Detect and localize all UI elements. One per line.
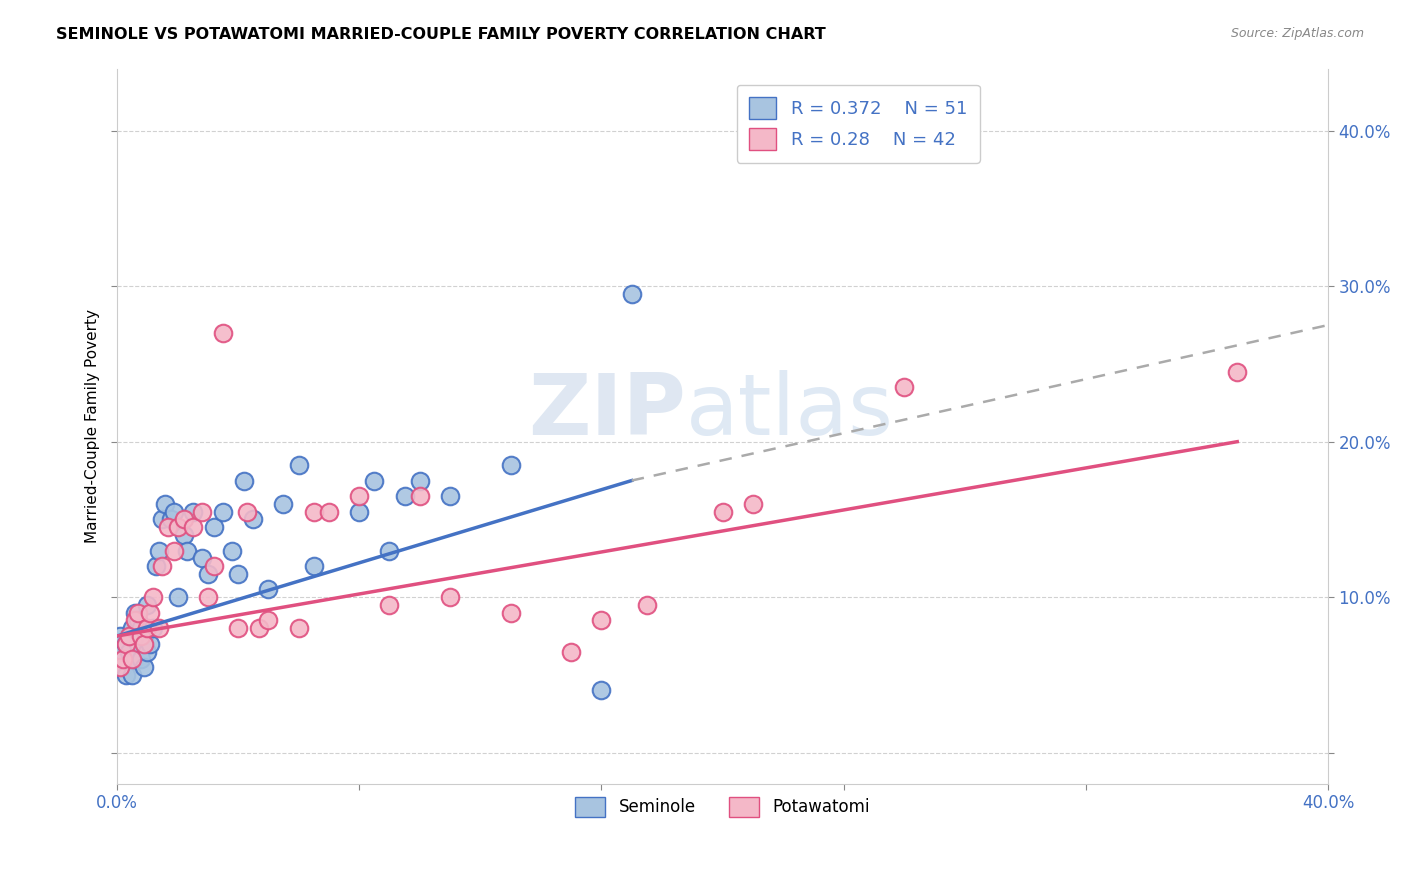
Point <box>197 590 219 604</box>
Point <box>257 614 280 628</box>
Point <box>202 559 225 574</box>
Point <box>134 660 156 674</box>
Point <box>134 637 156 651</box>
Point <box>257 582 280 597</box>
Point <box>111 660 134 674</box>
Point <box>409 474 432 488</box>
Point <box>378 543 401 558</box>
Legend: Seminole, Potawatomi: Seminole, Potawatomi <box>567 789 879 825</box>
Point <box>560 644 582 658</box>
Point <box>121 652 143 666</box>
Point <box>226 566 249 581</box>
Point <box>139 606 162 620</box>
Point <box>136 598 159 612</box>
Point <box>499 606 522 620</box>
Point <box>620 287 643 301</box>
Point <box>190 505 212 519</box>
Point <box>134 629 156 643</box>
Point <box>287 621 309 635</box>
Point <box>124 652 146 666</box>
Point <box>221 543 243 558</box>
Text: Source: ZipAtlas.com: Source: ZipAtlas.com <box>1230 27 1364 40</box>
Point <box>190 551 212 566</box>
Point <box>166 590 188 604</box>
Point <box>273 497 295 511</box>
Point <box>108 629 131 643</box>
Point <box>108 660 131 674</box>
Point <box>499 458 522 472</box>
Point <box>127 637 149 651</box>
Point <box>163 543 186 558</box>
Point <box>236 505 259 519</box>
Point <box>136 621 159 635</box>
Text: ZIP: ZIP <box>529 370 686 453</box>
Point <box>591 683 613 698</box>
Point <box>181 505 204 519</box>
Point <box>136 644 159 658</box>
Point <box>150 559 173 574</box>
Point <box>636 598 658 612</box>
Point <box>111 652 134 666</box>
Point <box>893 380 915 394</box>
Point <box>439 590 461 604</box>
Text: SEMINOLE VS POTAWATOMI MARRIED-COUPLE FAMILY POVERTY CORRELATION CHART: SEMINOLE VS POTAWATOMI MARRIED-COUPLE FA… <box>56 27 825 42</box>
Point <box>111 644 134 658</box>
Text: atlas: atlas <box>686 370 894 453</box>
Point <box>591 614 613 628</box>
Point <box>226 621 249 635</box>
Point <box>127 606 149 620</box>
Point <box>148 543 170 558</box>
Point <box>129 652 152 666</box>
Point <box>118 629 141 643</box>
Point <box>741 497 763 511</box>
Point <box>148 621 170 635</box>
Point <box>150 512 173 526</box>
Point <box>139 637 162 651</box>
Point <box>202 520 225 534</box>
Point <box>115 637 138 651</box>
Point <box>378 598 401 612</box>
Point <box>166 520 188 534</box>
Point <box>711 505 734 519</box>
Point <box>142 590 165 604</box>
Point <box>124 614 146 628</box>
Point <box>118 644 141 658</box>
Point <box>242 512 264 526</box>
Point <box>1226 365 1249 379</box>
Point <box>247 621 270 635</box>
Point <box>302 505 325 519</box>
Point <box>212 326 235 340</box>
Point <box>160 512 183 526</box>
Point <box>233 474 256 488</box>
Point <box>127 614 149 628</box>
Point <box>145 559 167 574</box>
Point <box>121 668 143 682</box>
Point <box>439 489 461 503</box>
Point <box>129 621 152 635</box>
Point <box>197 566 219 581</box>
Point <box>409 489 432 503</box>
Point <box>129 629 152 643</box>
Point <box>347 505 370 519</box>
Point <box>181 520 204 534</box>
Point <box>318 505 340 519</box>
Y-axis label: Married-Couple Family Poverty: Married-Couple Family Poverty <box>86 310 100 543</box>
Point <box>173 512 195 526</box>
Point <box>287 458 309 472</box>
Point <box>142 621 165 635</box>
Point <box>124 606 146 620</box>
Point <box>394 489 416 503</box>
Point <box>121 621 143 635</box>
Point <box>212 505 235 519</box>
Point <box>163 505 186 519</box>
Point <box>115 668 138 682</box>
Point <box>157 520 180 534</box>
Point <box>363 474 385 488</box>
Point <box>347 489 370 503</box>
Point <box>302 559 325 574</box>
Point <box>173 528 195 542</box>
Point <box>115 637 138 651</box>
Point <box>155 497 177 511</box>
Point <box>176 543 198 558</box>
